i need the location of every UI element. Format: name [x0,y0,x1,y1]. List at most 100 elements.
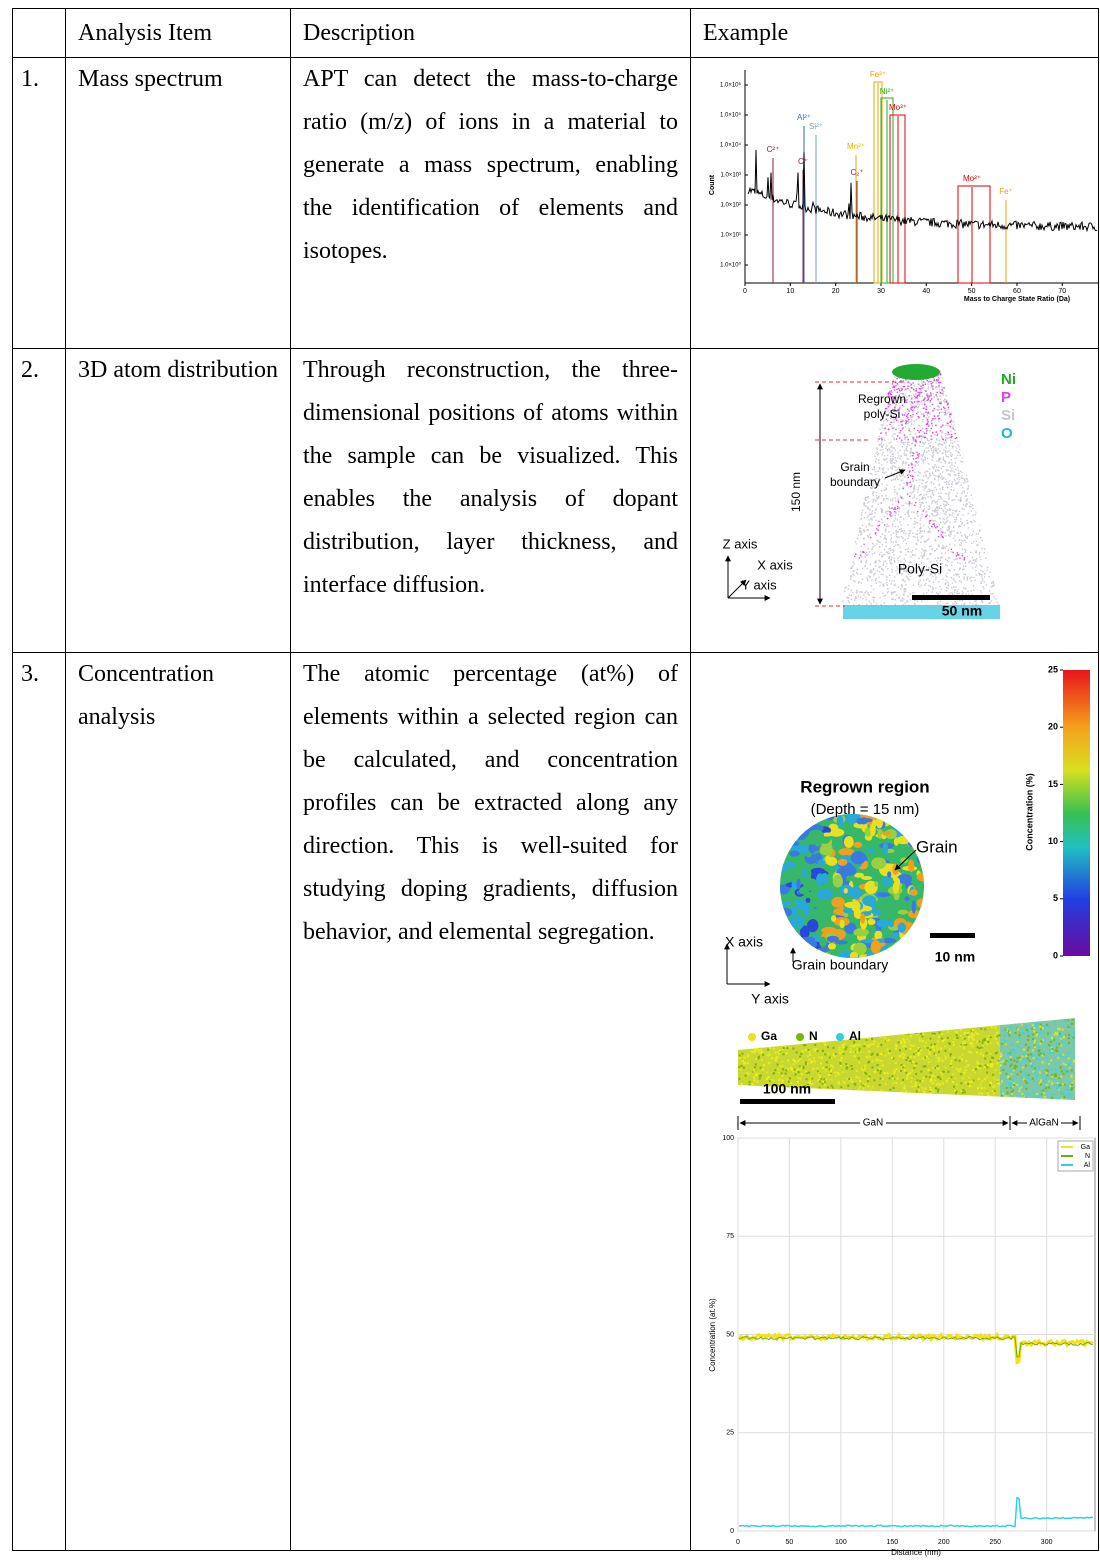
atom [794,1021,796,1023]
figure-label: AlGaN [1029,1118,1058,1129]
atom [874,562,875,563]
atom [952,1081,954,1083]
atom [882,472,883,473]
atom [861,1021,863,1023]
atom [958,499,959,500]
atom [892,526,893,527]
atom [888,1053,890,1055]
x-tick-label: 300 [1041,1539,1053,1546]
atom [1060,1076,1062,1078]
atom [924,1045,926,1047]
atom [878,1026,880,1028]
atom [893,433,894,434]
atom [914,521,915,522]
atom [953,1086,955,1088]
atom [881,442,882,443]
atom [891,480,892,481]
atom [1047,1074,1049,1076]
atom [946,456,947,457]
atom [751,1051,753,1053]
atom [948,1042,950,1044]
atom [843,1016,845,1018]
atom [921,1018,923,1020]
atom [919,453,920,454]
atom [1025,1027,1027,1029]
atom [902,413,903,414]
atom [934,408,935,409]
atom [1068,1065,1070,1067]
atom [928,1016,930,1018]
atom [867,506,868,507]
atom [858,1061,860,1063]
atom [932,1027,934,1029]
atom [928,496,929,497]
atom [782,1068,784,1070]
atom [914,505,915,506]
atom [943,518,944,519]
atom [945,580,946,581]
atom [755,1043,757,1045]
atom [880,1044,882,1046]
atom [942,466,943,467]
atom [940,497,941,498]
map-blob [811,868,825,875]
atom [755,1058,757,1060]
atom [1017,1057,1019,1059]
atom [871,585,872,586]
atom [892,592,893,593]
atom [996,1019,998,1021]
atom [906,482,907,483]
atom [870,564,871,565]
atom [916,452,917,453]
atom [813,1057,815,1059]
atom [890,456,891,457]
atom [897,1078,899,1080]
atom [913,453,914,454]
atom [891,1022,893,1024]
atom [907,577,908,578]
atom [959,576,960,577]
atom [939,1032,941,1034]
atom [799,1056,801,1058]
atom [826,1066,828,1068]
atom [1000,1055,1002,1057]
atom [932,447,933,448]
atom [853,570,854,571]
atom [864,1095,866,1097]
atom [1050,1032,1052,1034]
atom [899,468,900,469]
atom [884,472,885,473]
atom [920,523,921,524]
atom [910,475,911,476]
atom [932,387,933,388]
atom [877,1069,879,1071]
atom [942,471,943,472]
atom [823,1041,825,1043]
atom [876,528,877,529]
atom [937,1065,939,1067]
atom [951,468,952,469]
atom [1005,1016,1007,1018]
atom [904,514,905,515]
atom [743,1067,745,1069]
atom [967,577,968,578]
atom [939,518,940,519]
atom [927,539,928,540]
atom [876,578,877,579]
atom [797,1077,799,1079]
atom [976,551,977,552]
legend-label: Al [849,1029,861,1043]
atom [819,1076,821,1078]
atom [921,459,922,460]
atom [956,1091,958,1093]
atom [824,1088,826,1090]
atom [931,493,932,494]
atom [993,1099,995,1101]
atom [897,508,898,509]
map-blob [817,889,833,900]
map-blob [813,818,824,823]
atom [1060,1038,1062,1040]
atom [941,453,942,454]
atom [876,583,877,584]
atom [883,469,884,470]
